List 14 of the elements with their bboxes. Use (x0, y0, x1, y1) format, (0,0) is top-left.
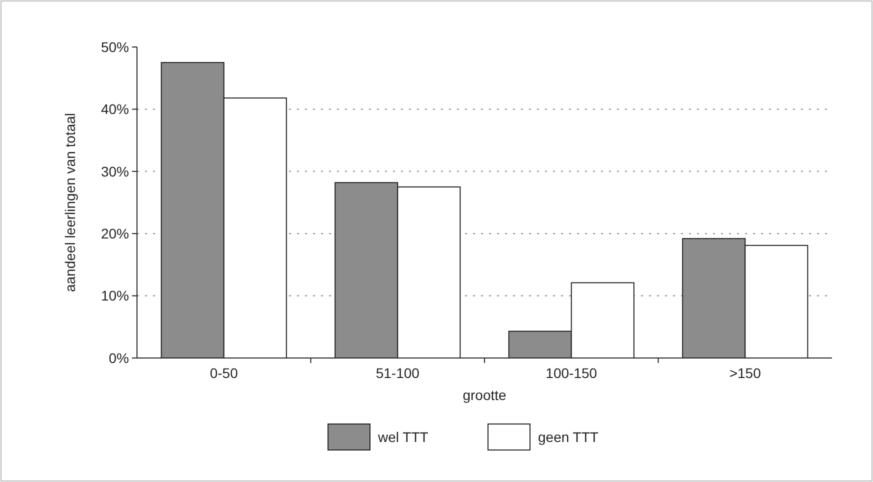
y-tick-label: 10% (100, 288, 129, 304)
x-tick-label: >150 (729, 365, 762, 381)
legend-label: geen TTT (538, 428, 599, 445)
legend-label: wel TTT (377, 428, 429, 445)
x-tick-label: 100-150 (546, 365, 598, 381)
y-tick-label: 0% (108, 350, 129, 366)
y-axis-title: aandeel leerlingen van totaal (62, 112, 78, 292)
y-tick-label: 40% (100, 101, 129, 118)
y-tick-label: 30% (100, 163, 129, 180)
x-tick-label: 51-100 (376, 365, 420, 381)
y-tick-label: 50% (100, 38, 129, 55)
x-axis-title: grootte (462, 387, 507, 403)
x-tick-label: 0-50 (210, 365, 238, 381)
y-tick-label: 20% (100, 226, 129, 242)
